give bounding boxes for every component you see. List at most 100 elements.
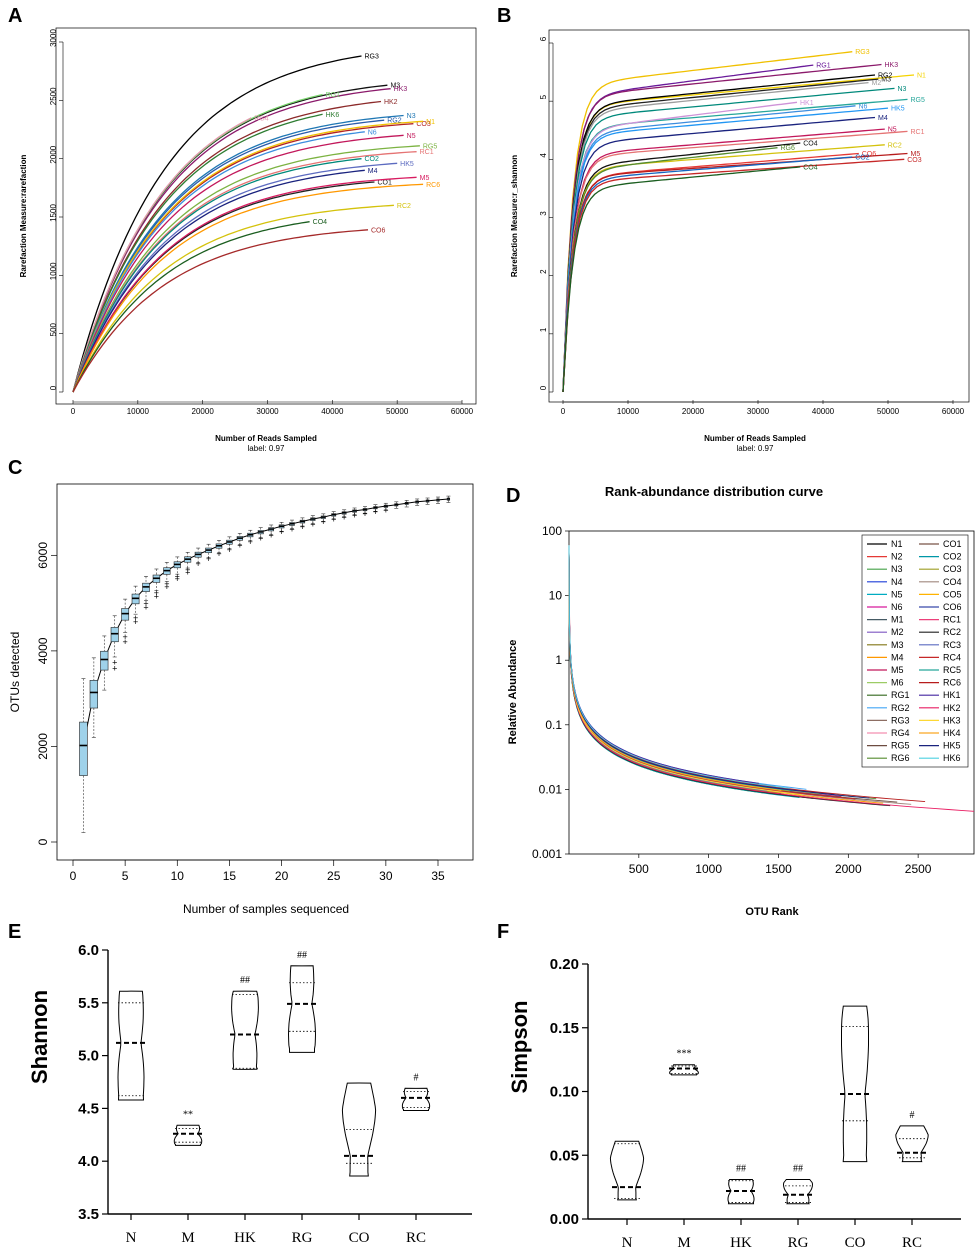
- panel-d-series-n2: [568, 545, 730, 781]
- panel-e-y-tick-label: 5.0: [78, 1048, 99, 1065]
- panel-f-x-tick-label: HK: [730, 1235, 752, 1251]
- panel-d-legend-label: CO6: [943, 602, 962, 612]
- panel-d-series-hk5: [568, 545, 870, 799]
- panel-d-legend-label: RC1: [943, 615, 961, 625]
- panel-c-outlier: +: [300, 522, 305, 532]
- panel-b-series-label: RC1: [911, 129, 925, 136]
- panel-c-otu-boxplot-chart: Number of samples sequenced OTUs detecte…: [8, 483, 474, 916]
- panel-b-y-tick-label: 1: [539, 327, 548, 332]
- panel-a-series-label: HK3: [394, 86, 408, 93]
- panel-d-series-m1: [568, 545, 796, 791]
- panel-c-box: [100, 650, 109, 671]
- panel-letter-f: F: [497, 921, 509, 943]
- panel-a-series-label: RG4: [254, 115, 269, 122]
- panel-b-series-label: RG1: [816, 63, 831, 70]
- panel-d-series-n1: [568, 545, 741, 784]
- panel-b-series-label: CO6: [862, 151, 877, 158]
- panel-b-series-label: RC2: [888, 142, 902, 149]
- panel-c-outlier: +: [154, 591, 159, 601]
- panel-e-violin-rg: [287, 965, 317, 1053]
- panel-a-series-rg1: [72, 93, 323, 393]
- panel-a-series-label: RC6: [426, 182, 440, 189]
- panel-d-series-co6: [568, 545, 835, 795]
- panel-b-y-tick-label: 5: [539, 94, 548, 99]
- panel-c-outlier: +: [175, 571, 180, 581]
- panel-b-x-tick-label: 30000: [747, 407, 770, 416]
- panel-e-violin-m: [173, 1124, 203, 1146]
- panel-d-series-rc4: [568, 545, 856, 800]
- panel-f-x-tick-label: CO: [845, 1235, 866, 1251]
- panel-c-outlier: +: [383, 506, 388, 516]
- panel-c-outlier: +: [227, 545, 232, 555]
- panel-a-series-label: HK2: [384, 99, 398, 106]
- panel-d-series-hk1: [568, 545, 759, 784]
- panel-d-legend-label: N1: [891, 539, 903, 549]
- panel-b-x-tick-label: 60000: [942, 407, 965, 416]
- panel-e-y-tick-label: 3.5: [78, 1206, 99, 1223]
- panel-d-series-rg5: [568, 545, 898, 803]
- panel-c-outlier: +: [321, 517, 326, 527]
- panel-a-series-m4: [72, 169, 365, 393]
- panel-b-series-label: CO3: [907, 157, 922, 164]
- panel-b-series-m4: [562, 116, 876, 393]
- panel-d-legend-label: RC2: [943, 627, 961, 637]
- panel-a-y-tick-label: 2500: [49, 87, 58, 105]
- panel-d-legend-label: HK5: [943, 741, 961, 751]
- panel-d-series-hk2: [568, 545, 975, 812]
- panel-a-series-hk6: [72, 113, 323, 393]
- panel-e-y-tick-label: 4.0: [78, 1153, 99, 1170]
- panel-c-x-tick-label: 0: [70, 869, 77, 883]
- panel-c-outlier: +: [154, 588, 159, 598]
- panel-a-series-label: RG3: [365, 54, 380, 61]
- panel-a-series-rg5: [72, 145, 420, 393]
- panel-a-series-rc1: [72, 151, 417, 393]
- panel-b-series-hk3: [562, 63, 882, 393]
- panel-c-y-tick-label: 4000: [36, 637, 50, 664]
- panel-a-y-tick-label: 2000: [49, 145, 58, 163]
- panel-a-series-label: CO4: [313, 219, 328, 226]
- panel-a-series-n5: [72, 134, 404, 393]
- panel-d-y-axis-label: Relative Abundance: [507, 640, 519, 745]
- panel-a-x-tick-label: 40000: [321, 407, 344, 416]
- panel-d-legend-label: M1: [891, 615, 904, 625]
- panel-a-series-rg4: [72, 117, 252, 393]
- panel-e-x-tick-label: CO: [349, 1230, 370, 1246]
- panel-b-subtitle: label: 0.97: [737, 444, 774, 453]
- panel-c-x-tick-label: 10: [171, 869, 185, 883]
- panel-b-series-co6: [562, 152, 859, 393]
- panel-d-series-rg3: [568, 545, 863, 804]
- panel-c-outlier: +: [175, 574, 180, 584]
- panel-b-series-hk5: [562, 107, 889, 393]
- panel-c-outlier: +: [143, 599, 148, 609]
- panel-b-series-label: RG6: [781, 145, 796, 152]
- panel-d-legend-label: CO1: [943, 539, 962, 549]
- panel-d-x-tick-label: 2500: [905, 862, 932, 876]
- panel-b-series-rc1: [562, 130, 908, 393]
- panel-a-series-m5: [72, 176, 417, 393]
- panel-e-significance-mark: **: [183, 1109, 193, 1120]
- panel-c-outlier: +: [185, 565, 190, 575]
- panel-d-series-hk3: [568, 545, 803, 796]
- panel-b-x-axis-label: Number of Reads Sampled: [704, 434, 806, 443]
- panel-d-legend-label: HK3: [943, 715, 961, 725]
- panel-d-y-tick-label: 100: [542, 524, 562, 538]
- panel-b-x-tick-label: 0: [561, 407, 566, 416]
- panel-a-rarefaction-chart: Number of Reads Sampled label: 0.97 Rare…: [19, 27, 477, 453]
- panel-d-legend-label: RG6: [891, 753, 910, 763]
- panel-b-series-m5: [562, 152, 908, 393]
- panel-c-outlier: +: [123, 632, 128, 642]
- panel-c-outlier: +: [196, 559, 201, 569]
- panel-c-outlier: +: [352, 510, 357, 520]
- panel-d-legend-label: RG4: [891, 728, 910, 738]
- panel-c-outlier: +: [310, 519, 315, 529]
- panel-c-box: [79, 721, 88, 776]
- panel-c-y-tick-label: 0: [36, 838, 50, 845]
- panel-c-outlier: +: [237, 541, 242, 551]
- panel-c-x-tick-label: 30: [379, 869, 393, 883]
- panel-a-x-tick-label: 20000: [192, 407, 215, 416]
- panel-f-y-tick-label: 0.15: [550, 1020, 579, 1037]
- panel-b-series-label: RG2: [878, 72, 893, 79]
- panel-a-series-label: RG1: [326, 92, 341, 99]
- panel-d-series-n4: [568, 545, 782, 794]
- panel-a-series-rc6: [72, 183, 424, 393]
